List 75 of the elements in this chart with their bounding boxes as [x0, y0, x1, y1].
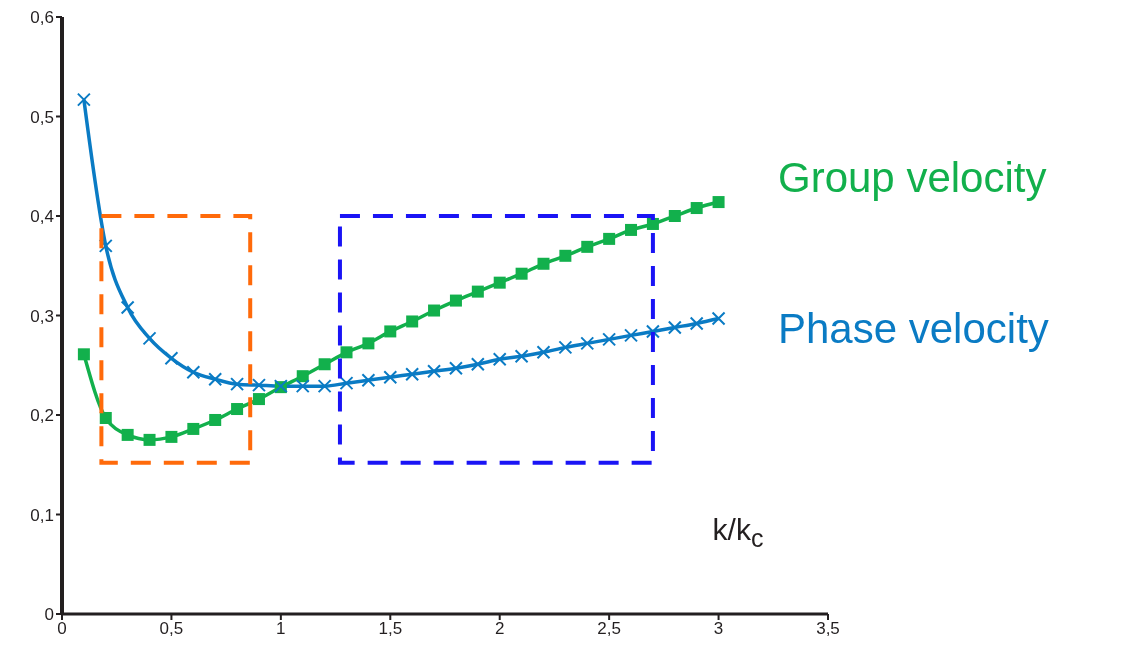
point [208, 372, 223, 387]
point [690, 202, 703, 215]
y-tick-label: 0,5 [30, 107, 54, 127]
point [230, 377, 245, 392]
point [383, 370, 398, 385]
point [537, 257, 550, 270]
point [99, 411, 112, 424]
point [449, 294, 462, 307]
point [121, 428, 134, 441]
x-tick-label: 3 [713, 619, 724, 639]
y-tick-label: 0,3 [30, 306, 54, 326]
point [580, 336, 595, 351]
point [361, 373, 376, 388]
point [515, 267, 528, 280]
point [77, 348, 90, 361]
point [209, 413, 222, 426]
point [251, 378, 266, 393]
point [514, 349, 529, 364]
point [143, 433, 156, 446]
x-tick-label: 0 [57, 619, 67, 639]
point [602, 332, 617, 347]
point [384, 325, 397, 338]
point [581, 240, 594, 253]
x-tick-label: 1,5 [378, 619, 403, 639]
y-tick-label: 0,4 [30, 207, 54, 227]
point [362, 337, 375, 350]
y-tick-label: 0,1 [30, 505, 54, 525]
point [711, 311, 726, 326]
point [668, 210, 681, 222]
point [76, 92, 91, 107]
point [187, 422, 200, 435]
point [689, 316, 704, 331]
point [645, 324, 660, 339]
point [492, 352, 507, 367]
x-tick-label: 0,5 [159, 619, 184, 639]
point [165, 430, 178, 443]
point [493, 276, 506, 289]
point [558, 340, 573, 355]
point [625, 223, 638, 236]
point [405, 367, 420, 382]
y-tick-label: 0 [44, 605, 54, 625]
point [470, 357, 485, 372]
point [252, 393, 265, 406]
x-tick-label: 2 [494, 619, 505, 639]
point [428, 304, 441, 317]
series-label: Group velocity [778, 154, 1047, 202]
point [296, 370, 309, 383]
point [339, 376, 354, 391]
x-axis-title: k/k$_{c}$ [712, 512, 764, 553]
point [120, 300, 135, 315]
point [406, 315, 419, 328]
point [667, 320, 682, 335]
point [471, 285, 484, 298]
x-tick-label: 3,5 [816, 619, 840, 639]
point [603, 232, 616, 245]
point [712, 196, 725, 209]
y-tick-label: 0,2 [30, 406, 54, 426]
point [98, 238, 113, 253]
point [295, 379, 310, 394]
series-label: Phase velocity [778, 305, 1049, 353]
point [186, 365, 201, 380]
y-tick-label: 0,6 [30, 8, 54, 28]
point [231, 403, 244, 416]
point [317, 379, 332, 394]
point [646, 217, 659, 230]
point [624, 328, 639, 343]
point [448, 361, 463, 376]
point [340, 346, 353, 359]
point [536, 345, 551, 360]
point [559, 249, 572, 262]
point [427, 364, 442, 379]
x-tick-label: 1 [276, 619, 286, 639]
point [164, 351, 179, 366]
x-tick-label: 2,5 [597, 619, 621, 639]
point [318, 358, 331, 371]
